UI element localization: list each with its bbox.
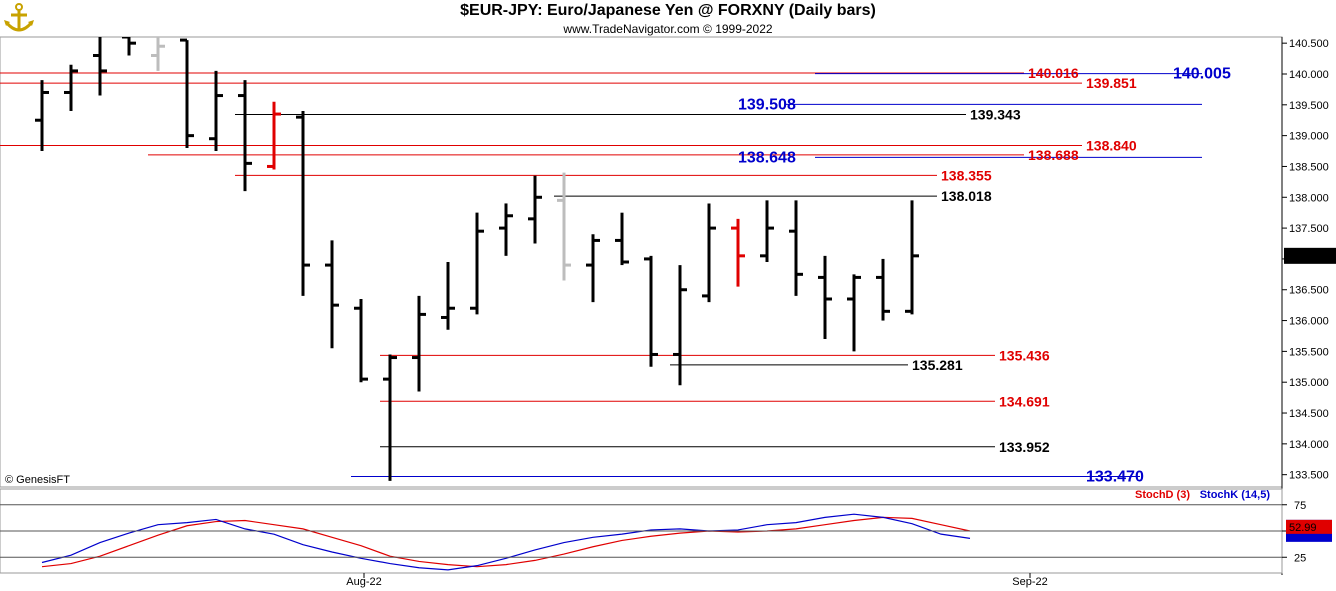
ohlc-bar <box>499 203 513 256</box>
price-tick-label: 134.500 <box>1289 408 1329 420</box>
ohlc-bar <box>528 175 542 244</box>
ohlc-bar <box>905 200 919 315</box>
level-label: 138.840 <box>1086 137 1137 153</box>
level-label: 134.691 <box>999 393 1050 409</box>
price-tick-label: 138.500 <box>1289 161 1329 173</box>
level-label: 139.851 <box>1086 75 1137 91</box>
price-tick-label: 134.000 <box>1289 439 1329 451</box>
stochastic-series-line <box>41 513 971 571</box>
price-tick-label: 140.500 <box>1289 38 1329 50</box>
ohlc-bar <box>354 298 368 383</box>
ohlc-bar <box>586 234 600 303</box>
ohlc-bar <box>209 70 223 152</box>
ohlc-bar <box>702 203 716 303</box>
price-tick-label: 138.000 <box>1289 192 1329 204</box>
date-axis: Aug-22 Sep-22 <box>346 573 1048 588</box>
chart-title: $EUR-JPY: Euro/Japanese Yen @ FORXNY (Da… <box>460 2 876 19</box>
ohlc-bars <box>35 37 919 481</box>
last-price-label: 137.050 <box>1287 251 1327 263</box>
level-label: 138.355 <box>941 167 992 183</box>
level-label: 140.005 <box>1173 66 1231 83</box>
ohlc-bar <box>412 295 426 392</box>
ohlc-bar <box>238 80 252 192</box>
ohlc-bar <box>180 38 194 148</box>
price-axis: 140.500 140.000 139.500 139.000 138.500 138.0… <box>1281 37 1336 575</box>
ohlc-bar <box>93 37 107 96</box>
price-tick-label: 140.000 <box>1289 69 1329 81</box>
level-label: 135.281 <box>912 357 963 373</box>
ohlc-bar <box>673 265 687 386</box>
main-pane <box>0 36 1283 488</box>
level-label: 135.436 <box>999 347 1050 363</box>
level-lines <box>0 72 1202 478</box>
level-label: 133.470 <box>1086 469 1144 486</box>
level-label: 140.016 <box>1028 65 1079 81</box>
ohlc-bar <box>731 218 745 287</box>
ohlc-bar <box>267 101 281 170</box>
price-tick-label: 135.500 <box>1289 346 1329 358</box>
price-tick-label: 137.500 <box>1289 223 1329 235</box>
level-label: 139.343 <box>970 106 1021 122</box>
ohlc-bar <box>760 200 774 262</box>
ohlc-bar <box>789 200 803 296</box>
ohlc-bar <box>847 274 861 352</box>
stochastic-value-label: 52.99 <box>1289 522 1317 534</box>
ohlc-bar <box>325 240 339 349</box>
level-label: 139.508 <box>738 96 796 113</box>
ohlc-bar <box>818 255 832 340</box>
ohlc-bar <box>876 258 890 321</box>
ohlc-bar <box>122 37 136 56</box>
copyright-text: © GenesisFT <box>5 474 70 486</box>
ohlc-bar <box>557 172 571 281</box>
legend-stochk: StochK (14,5) <box>1200 489 1271 501</box>
ohlc-bar <box>470 212 484 315</box>
ohlc-bar <box>296 110 310 296</box>
stochastic-axis: 75502552.99 <box>0 500 1332 564</box>
date-tick-label: Aug-22 <box>346 576 381 588</box>
price-tick-label: 135.000 <box>1289 377 1329 389</box>
stochastic-tick-label: 25 <box>1294 552 1306 564</box>
level-label: 138.688 <box>1028 147 1079 163</box>
ohlc-bar <box>644 255 658 367</box>
level-label: 133.952 <box>999 439 1050 455</box>
ohlc-bar <box>35 80 49 152</box>
ohlc-bar <box>383 354 397 481</box>
date-tick-label: Sep-22 <box>1012 576 1047 588</box>
legend-stochd: StochD (3) <box>1135 489 1190 501</box>
price-tick-label: 136.500 <box>1289 285 1329 297</box>
ohlc-bar <box>64 64 78 111</box>
stochastic-series-line <box>41 516 971 568</box>
main-pane-border <box>0 36 1283 488</box>
level-label: 138.648 <box>738 149 796 166</box>
price-tick-label: 139.000 <box>1289 131 1329 143</box>
chart-subtitle: www.TradeNavigator.com © 1999-2022 <box>563 22 773 36</box>
ohlc-bar <box>441 262 455 330</box>
anchor-logo-icon <box>2 2 36 34</box>
price-tick-label: 136.000 <box>1289 316 1329 328</box>
stochastic-value-box <box>1286 519 1332 534</box>
price-tick-label: 139.500 <box>1289 100 1329 112</box>
ohlc-bar <box>615 212 629 266</box>
stochastic-tick-label: 75 <box>1294 500 1306 512</box>
chart-header: $EUR-JPY: Euro/Japanese Yen @ FORXNY (Da… <box>0 0 1336 37</box>
last-price-box <box>1284 247 1336 264</box>
level-label: 138.018 <box>941 188 992 204</box>
level-labels: 140.016 139.851 140.005 139.508 139.343 138.8… <box>738 65 1231 486</box>
price-tick-label: 133.500 <box>1289 470 1329 482</box>
stochastic-lines <box>41 513 971 571</box>
ohlc-bar <box>151 37 165 71</box>
